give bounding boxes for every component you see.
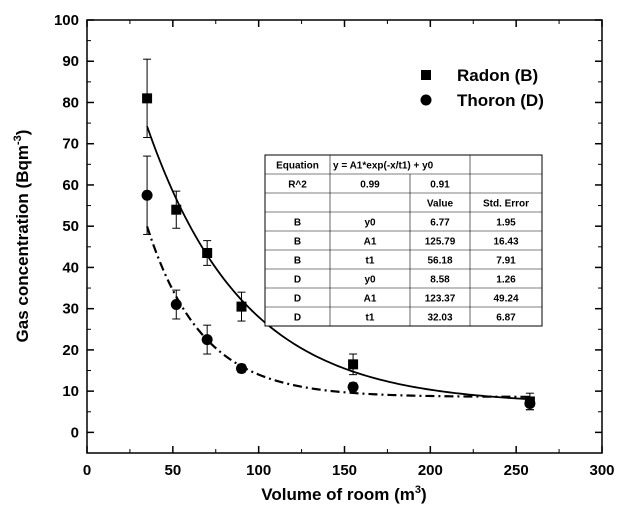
table-cell: t1	[366, 256, 375, 267]
y-tick-label: 30	[62, 301, 79, 318]
table-cell: 49.24	[493, 294, 518, 305]
y-tick-label: 20	[62, 342, 79, 359]
table-cell: y0	[364, 218, 376, 229]
x-tick-label: 200	[418, 462, 443, 479]
thoron-point	[141, 189, 153, 201]
y-tick-label: 100	[54, 12, 79, 29]
x-tick-label: 100	[246, 462, 271, 479]
x-axis-label: Volume of room (m3)	[261, 484, 426, 504]
y-tick-label: 60	[62, 177, 79, 194]
x-tick-label: 250	[504, 462, 529, 479]
thoron-point	[524, 398, 536, 410]
table-cell: 56.18	[427, 256, 452, 267]
x-tick-label: 0	[83, 462, 91, 479]
table-cell: 8.58	[430, 275, 450, 286]
radon-point	[202, 247, 213, 258]
legend: Radon (B) Thoron (D)	[420, 66, 544, 110]
table-cell: D	[294, 313, 301, 324]
radon-point	[142, 93, 153, 104]
radon-point	[171, 204, 182, 215]
table-cell: Value	[427, 199, 454, 210]
table-cell: A1	[364, 294, 377, 305]
y-tick-label: 80	[62, 94, 79, 111]
table-cell: y = A1*exp(-x/t1) + y0	[333, 161, 434, 172]
legend-square-icon	[421, 70, 431, 80]
table-cell: y0	[364, 275, 376, 286]
table-cell: 16.43	[493, 237, 518, 248]
data-points	[141, 58, 536, 411]
table-cell: 6.77	[430, 218, 450, 229]
table-cell: 125.79	[425, 237, 456, 248]
table-cell: 6.87	[496, 313, 516, 324]
table-cell: Std. Error	[483, 199, 529, 210]
legend-circle-icon	[420, 94, 432, 106]
table-cell: R^2	[288, 180, 307, 191]
table-cell: D	[294, 294, 301, 305]
y-tick-label: 90	[62, 53, 79, 70]
radon-point	[236, 301, 247, 312]
thoron-point	[170, 299, 182, 311]
table-cell: 0.91	[430, 180, 450, 191]
y-tick-label: 10	[62, 383, 79, 400]
x-tick-label: 300	[589, 462, 614, 479]
table-cell: 1.95	[496, 218, 516, 229]
table-cell: 7.91	[496, 256, 516, 267]
y-tick-label: 50	[62, 218, 79, 235]
thoron-point	[347, 381, 359, 393]
radon-point	[348, 359, 359, 370]
table-cell: t1	[366, 313, 375, 324]
table-cell: B	[294, 218, 301, 229]
thoron-point	[236, 362, 247, 374]
table-cell: B	[294, 256, 301, 267]
fit-table: Equation y = A1*exp(-x/t1) + y0 R^2 0.99 0.9…	[264, 154, 543, 327]
y-axis-label: Gas concentration (Bqm-3)	[12, 130, 32, 343]
axis-ticks: 0 50 100 150 200 250 300 0 10 20 30 40 50 60 70 80 90 100	[54, 12, 615, 479]
fit-table-frame	[264, 154, 543, 327]
table-cell: 123.37	[425, 294, 456, 305]
table-cell: 1.26	[496, 275, 516, 286]
table-cell: D	[294, 275, 301, 286]
table-cell: B	[294, 237, 301, 248]
y-tick-label: 70	[62, 136, 79, 153]
table-cell: 0.99	[360, 180, 380, 191]
table-cell: Equation	[276, 161, 319, 172]
y-tick-label: 0	[71, 424, 79, 441]
table-cell: 32.03	[427, 313, 452, 324]
legend-label: Thoron (D)	[457, 91, 544, 110]
thoron-point	[201, 334, 213, 346]
legend-label: Radon (B)	[457, 66, 538, 85]
x-tick-label: 50	[164, 462, 181, 479]
table-cell: A1	[364, 237, 377, 248]
x-tick-label: 150	[332, 462, 357, 479]
y-tick-label: 40	[62, 259, 79, 276]
fit-curve-radon	[146, 125, 530, 401]
